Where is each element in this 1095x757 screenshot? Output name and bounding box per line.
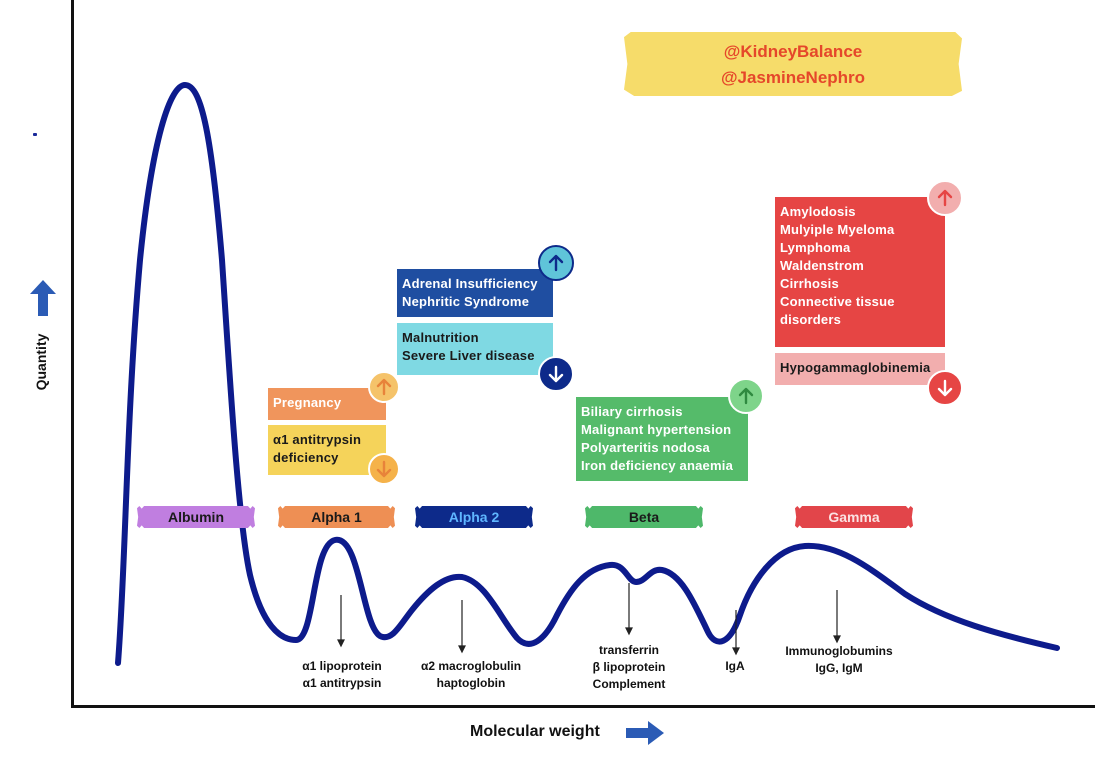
alpha1-decrease-box: α1 antitrypsin deficiency [268, 425, 386, 475]
beta-increase-arrow-icon [728, 378, 764, 414]
alpha2-peak-label-1: α2 macroglobulin [420, 659, 522, 673]
gamma-peak-label-2: IgG, IgM [815, 661, 863, 675]
beta-increase-text-3: Polyarteritis nodosa [581, 440, 710, 455]
protein-curve [115, 82, 1060, 666]
gamma-increase-text-6: Connective tissue [780, 294, 895, 309]
alpha2-peak-label-2: haptoglobin [436, 676, 506, 690]
gamma-increase-text-2: Mulyiple Myeloma [780, 222, 895, 237]
x-axis-label: Molecular weight [470, 723, 600, 740]
alpha2-decrease-arrow-icon [538, 356, 574, 392]
gamma-decrease-arrow-icon [927, 370, 963, 406]
fraction-tape-gamma: Gamma [795, 506, 913, 528]
fraction-tape-albumin: Albumin [137, 506, 255, 528]
iga-peak-label-1: IgA [725, 659, 745, 673]
beta-peak-label-2: β lipoprotein [592, 660, 666, 674]
beta-increase-text-4: Iron deficiency anaemia [581, 458, 733, 473]
alpha2-increase-text-1: Adrenal Insufficiency [402, 276, 538, 291]
gamma-peak-label-1: Immunoglobumins [785, 644, 893, 658]
alpha2-increase-text-2: Nephritic Syndrome [402, 294, 530, 309]
gamma-increase-text-5: Cirrhosis [780, 276, 839, 291]
beta-peak-label: transferrin β lipoprotein Complement [572, 642, 686, 693]
gamma-decrease-text: Hypogammaglobinemia [780, 360, 931, 375]
gamma-increase-text-1: Amylodosis [780, 204, 856, 219]
alpha2-decrease-box: Malnutrition Severe Liver disease [397, 323, 553, 375]
credits-tape: @KidneyBalance @JasmineNephro [624, 32, 962, 96]
alpha1-peak-label-1: α1 lipoprotein [302, 659, 382, 673]
alpha1-increase-text: Pregnancy [273, 395, 342, 410]
beta-increase-text-1: Biliary cirrhosis [581, 404, 683, 419]
beta-peak-label-1: transferrin [598, 643, 660, 657]
beta-increase-box: Biliary cirrhosis Malignant hypertension… [576, 397, 748, 481]
alpha1-peak-label: α1 lipoprotein α1 antitrypsin [280, 658, 404, 692]
alpha1-peak-label-2: α1 antitrypsin [302, 676, 382, 690]
x-axis-line [71, 705, 1095, 708]
gamma-increase-text-4: Waldenstrom [780, 258, 865, 273]
fraction-tape-alpha2: Alpha 2 [415, 506, 533, 528]
fraction-tape-alpha1: Alpha 1 [278, 506, 395, 528]
credit-handle-2: @JasmineNephro [720, 68, 866, 87]
alpha1-decrease-arrow-icon [368, 453, 400, 485]
alpha2-increase-arrow-icon [538, 245, 574, 281]
alpha1-decrease-text-2: deficiency [273, 450, 339, 465]
beta-peak-label-3: Complement [592, 677, 666, 691]
x-axis-arrow-icon [626, 721, 664, 745]
gamma-increase-box: Amylodosis Mulyiple Myeloma Lymphoma Wal… [775, 197, 945, 347]
credit-handle-1: @KidneyBalance [723, 42, 863, 61]
alpha2-peak-label: α2 macroglobulin haptoglobin [405, 658, 537, 692]
gamma-increase-text-3: Lymphoma [780, 240, 851, 255]
alpha2-increase-box: Adrenal Insufficiency Nephritic Syndrome [397, 269, 553, 317]
y-axis-arrow-icon [30, 280, 56, 316]
gamma-peak-label: Immunoglobumins IgG, IgM [774, 643, 904, 677]
y-axis-line [71, 0, 74, 708]
alpha1-increase-arrow-icon [368, 371, 400, 403]
alpha2-decrease-text-1: Malnutrition [402, 330, 479, 345]
alpha1-increase-box: Pregnancy [268, 388, 386, 420]
gamma-decrease-box: Hypogammaglobinemia [775, 353, 945, 385]
beta-increase-text-2: Malignant hypertension [581, 422, 732, 437]
iga-peak-label: IgA [715, 658, 755, 675]
gamma-increase-arrow-icon [927, 180, 963, 216]
fraction-tape-beta: Beta [585, 506, 703, 528]
stray-dot [33, 133, 37, 136]
alpha2-decrease-text-2: Severe Liver disease [402, 348, 535, 363]
gamma-increase-text-7: disorders [780, 312, 842, 327]
alpha1-decrease-text-1: α1 antitrypsin [273, 432, 362, 447]
